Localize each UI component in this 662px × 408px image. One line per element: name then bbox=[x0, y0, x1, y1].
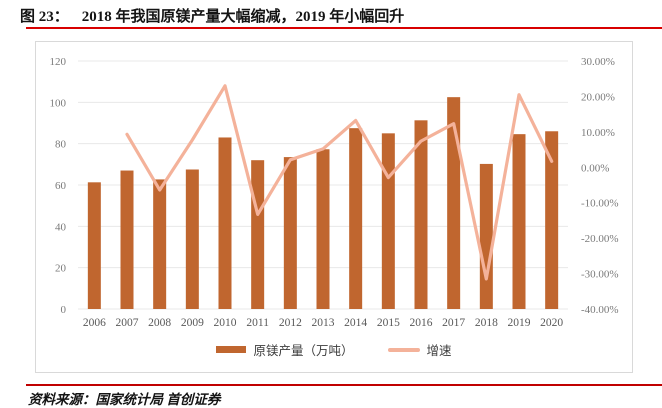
production-bar-2016 bbox=[414, 120, 428, 310]
x-axis-label-2011: 2011 bbox=[246, 317, 269, 329]
right-axis-tick-label: 0.00% bbox=[581, 162, 609, 174]
production-bar-2017 bbox=[447, 97, 461, 309]
right-axis-tick-label: -10.00% bbox=[581, 198, 619, 210]
x-axis-label-2009: 2009 bbox=[181, 317, 204, 329]
production-bar-2020 bbox=[545, 131, 559, 309]
legend-line-label: 增速 bbox=[426, 344, 452, 358]
production-bar-2010 bbox=[218, 137, 232, 309]
production-bar-2008 bbox=[153, 179, 167, 309]
production-bar-2006 bbox=[87, 182, 101, 309]
x-axis-label-2006: 2006 bbox=[83, 317, 106, 329]
right-axis-tick-label: -20.00% bbox=[581, 233, 619, 245]
left-axis-tick-label: 120 bbox=[50, 56, 67, 68]
production-bar-2007 bbox=[120, 170, 134, 309]
production-bar-2013 bbox=[316, 149, 330, 309]
left-axis-tick-label: 40 bbox=[55, 221, 67, 233]
production-bar-2014 bbox=[349, 128, 363, 309]
left-axis-tick-label: 20 bbox=[55, 263, 67, 275]
right-axis-tick-label: -40.00% bbox=[581, 304, 619, 316]
x-axis-label-2019: 2019 bbox=[508, 317, 531, 329]
x-axis-label-2013: 2013 bbox=[312, 317, 335, 329]
left-axis-tick-label: 80 bbox=[55, 139, 67, 151]
x-axis-label-2017: 2017 bbox=[442, 317, 465, 329]
legend-line-swatch-icon bbox=[387, 347, 420, 352]
production-bar-2011 bbox=[251, 160, 265, 309]
left-axis-tick-label: 60 bbox=[55, 180, 67, 192]
x-axis-label-2007: 2007 bbox=[116, 317, 139, 329]
growth-rate-line bbox=[125, 84, 554, 281]
figure-number-label: 图 23： bbox=[20, 9, 69, 25]
x-axis-label-2012: 2012 bbox=[279, 317, 302, 329]
production-bar-2012 bbox=[283, 157, 297, 309]
x-axis-label-2016: 2016 bbox=[410, 317, 433, 329]
right-axis-tick-label: -30.00% bbox=[581, 269, 619, 281]
legend-bar-swatch-icon bbox=[216, 346, 247, 353]
right-axis-tick-label: 30.00% bbox=[581, 56, 615, 68]
right-axis-tick-label: 20.00% bbox=[581, 91, 615, 103]
production-bar-2009 bbox=[185, 169, 199, 309]
left-axis-tick-label: 0 bbox=[61, 304, 67, 316]
source-note: 资料来源：国家统计局 首创证券 bbox=[28, 392, 221, 407]
x-axis-label-2010: 2010 bbox=[214, 317, 237, 329]
title-divider-line bbox=[26, 27, 662, 29]
x-axis-label-2018: 2018 bbox=[475, 317, 498, 329]
figure-title-text: 2018 年我国原镁产量大幅缩减，2019 年小幅回升 bbox=[81, 9, 405, 25]
magnesium-production-combo-chart: 0 20 40 60 80 100 120 30.00% 20.00% 10.00% 0.00% -1… bbox=[50, 56, 619, 329]
footer-divider-line bbox=[26, 384, 662, 386]
x-axis-label-2015: 2015 bbox=[377, 317, 400, 329]
left-axis-tick-label: 100 bbox=[50, 97, 67, 109]
right-axis-tick-label: 10.00% bbox=[581, 127, 615, 139]
chart-container: 0 20 40 60 80 100 120 30.00% 20.00% 10.00% 0.00% -1… bbox=[35, 41, 633, 373]
production-bar-2018 bbox=[479, 163, 493, 309]
legend-bar-label: 原镁产量（万吨） bbox=[253, 344, 354, 358]
chart-legend: 原镁产量（万吨） 增速 bbox=[36, 340, 632, 359]
figure-title: 图 23： 2018 年我国原镁产量大幅缩减，2019 年小幅回升 bbox=[20, 5, 405, 25]
x-axis-label-2014: 2014 bbox=[344, 317, 367, 329]
x-axis-label-2008: 2008 bbox=[148, 317, 171, 329]
production-bar-2019 bbox=[512, 134, 526, 309]
production-bar-2015 bbox=[381, 133, 395, 309]
x-axis-label-2020: 2020 bbox=[540, 317, 563, 329]
